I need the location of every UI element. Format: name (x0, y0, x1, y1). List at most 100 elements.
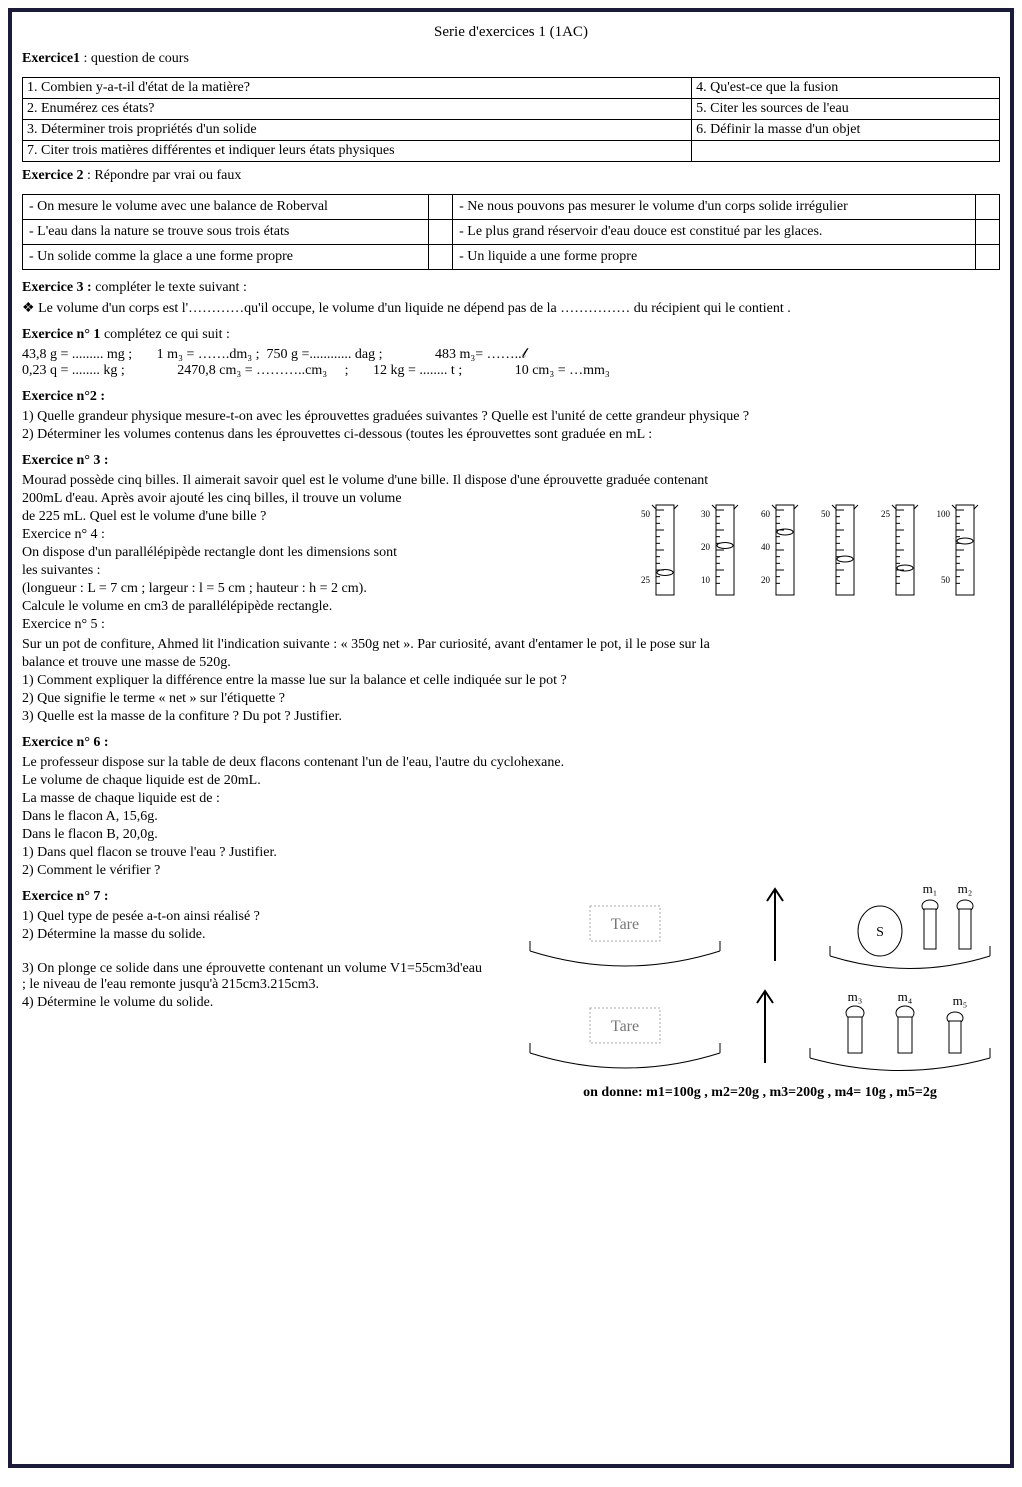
svg-text:10: 10 (701, 575, 711, 585)
balance-pan-2-svg: m₃ m₄ m₅ (800, 983, 1000, 1073)
ex2-heading: Exercice 2 : Répondre par vrai ou faux (22, 168, 1000, 184)
exn5-heading: Exercice n° 5 : (22, 617, 1000, 633)
vf-statement: - L'eau dans la nature se trouve sous tr… (23, 220, 429, 245)
svg-text:40: 40 (761, 542, 771, 552)
svg-text:25: 25 (881, 509, 891, 519)
vf-checkbox[interactable] (429, 245, 453, 270)
ex1-heading-bold: Exercice1 (22, 51, 80, 66)
ex1-cell: 7. Citer trois matières différentes et i… (23, 141, 692, 162)
conv-line-1: 43,8 g = ......... mg ; 1 m₃ = …….dm₃ ; … (22, 347, 1000, 363)
eprouvettes-figure: 50 25 30 20 10 60 40 20 50 25 100 50 (636, 495, 996, 610)
ex3-text: Le volume d'un corps est l'…………qu'il occ… (22, 300, 1000, 317)
vf-statement: - Un liquide a une forme propre (453, 245, 976, 270)
ex2-heading-rest: : Répondre par vrai ou faux (84, 168, 242, 183)
ex1-cell: 5. Citer les sources de l'eau (692, 99, 1000, 120)
exn5-p1: Sur un pot de confiture, Ahmed lit l'ind… (22, 637, 1000, 653)
ex1-cell: 3. Déterminer trois propriétés d'un soli… (23, 120, 692, 141)
ex7-figures: Tare S m₁ (520, 881, 1000, 1101)
doc-title: Serie d'exercices 1 (1AC) (22, 24, 1000, 41)
svg-text:30: 30 (701, 509, 711, 519)
balance-tare-1-svg: Tare (520, 891, 730, 971)
arrow-up-icon (755, 881, 795, 971)
exn5-q2: 2) Que signifie le terme « net » sur l'é… (22, 691, 1000, 707)
ex1-cell: 2. Enumérez ces états? (23, 99, 692, 120)
mass-label-m2: m₂ (958, 881, 973, 896)
vf-statement: - Le plus grand réservoir d'eau douce es… (453, 220, 976, 245)
exn6-b1: Dans le flacon A, 15,6g. (22, 809, 1000, 825)
ex3-body: Le volume d'un corps est l'…………qu'il occ… (38, 301, 791, 316)
ex7-row-2: Tare m₃ m₄ (520, 983, 1000, 1073)
table-row: - Un solide comme la glace a une forme p… (23, 245, 1000, 270)
ex2-table: - On mesure le volume avec une balance d… (22, 194, 1000, 270)
vf-checkbox[interactable] (429, 195, 453, 220)
exn6-heading: Exercice n° 6 : (22, 735, 1000, 751)
ex7-caption: on donne: m1=100g , m2=20g , m3=200g , m… (520, 1085, 1000, 1101)
bullet-icon (22, 301, 38, 316)
arrow-up-icon (745, 983, 785, 1073)
table-row: 1. Combien y-a-t-il d'état de la matière… (23, 78, 1000, 99)
conv-heading-bold: Exercice n° 1 (22, 327, 100, 342)
conv-line-2: 0,23 q = ........ kg ; 2470,8 cm₃ = ……….… (22, 363, 1000, 379)
table-row: 7. Citer trois matières différentes et i… (23, 141, 1000, 162)
ex1-cell: 6. Définir la masse d'un objet (692, 120, 1000, 141)
ex1-cell: 4. Qu'est-ce que la fusion (692, 78, 1000, 99)
svg-text:60: 60 (761, 509, 771, 519)
svg-text:20: 20 (701, 542, 711, 552)
exn5-p2: balance et trouve une masse de 520g. (22, 655, 1000, 671)
table-row: 3. Déterminer trois propriétés d'un soli… (23, 120, 1000, 141)
exn7-p3: 3) On plonge ce solide dans une éprouvet… (22, 961, 482, 993)
svg-text:50: 50 (641, 509, 651, 519)
ex1-heading-rest: : question de cours (80, 51, 189, 66)
vf-checkbox[interactable] (976, 220, 1000, 245)
exn6-q1: 1) Dans quel flacon se trouve l'eau ? Ju… (22, 845, 1000, 861)
exn6-q2: 2) Comment le vérifier ? (22, 863, 1000, 879)
ex7-row-1: Tare S m₁ (520, 881, 1000, 971)
exn5-q3: 3) Quelle est la masse de la confiture ?… (22, 709, 1000, 725)
exn6-p3: La masse de chaque liquide est de : (22, 791, 1000, 807)
vf-checkbox[interactable] (976, 195, 1000, 220)
svg-text:25: 25 (641, 575, 651, 585)
balance-pan-1-svg: S m₁ m₂ (820, 881, 1000, 971)
exn5-q1: 1) Comment expliquer la différence entre… (22, 673, 1000, 689)
ex1-cell: 1. Combien y-a-t-il d'état de la matière… (23, 78, 692, 99)
table-row: 2. Enumérez ces états? 5. Citer les sour… (23, 99, 1000, 120)
vf-statement: - Un solide comme la glace a une forme p… (23, 245, 429, 270)
tare-label: Tare (611, 1018, 639, 1035)
vf-checkbox[interactable] (976, 245, 1000, 270)
table-row: - L'eau dans la nature se trouve sous tr… (23, 220, 1000, 245)
mass-label-m1: m₁ (923, 881, 938, 896)
ex1-heading: Exercice1 : question de cours (22, 51, 1000, 67)
ex3-heading-bold: Exercice 3 : (22, 280, 92, 295)
svg-text:100: 100 (937, 509, 951, 519)
ex1-cell (692, 141, 1000, 162)
tare-label: Tare (611, 916, 639, 933)
ex2-heading-bold: Exercice 2 (22, 168, 84, 183)
mass-label-m3: m₃ (848, 989, 863, 1004)
eprouvettes-svg: 50 25 30 20 10 60 40 20 50 25 100 50 (636, 495, 996, 605)
mass-label-m5: m₅ (953, 993, 968, 1008)
ex3-heading: Exercice 3 : compléter le texte suivant … (22, 280, 1000, 296)
exn2-heading: Exercice n°2 : (22, 389, 1000, 405)
exn3-p1: Mourad possède cinq billes. Il aimerait … (22, 473, 1000, 489)
conv-heading-rest: complétez ce qui suit : (100, 327, 229, 342)
ex3-heading-rest: compléter le texte suivant : (92, 280, 247, 295)
mass-label-m4: m₄ (898, 989, 913, 1004)
svg-text:50: 50 (941, 575, 951, 585)
vf-statement: - Ne nous pouvons pas mesurer le volume … (453, 195, 976, 220)
exn2-q2: 2) Déterminer les volumes contenus dans … (22, 427, 1000, 443)
page: Serie d'exercices 1 (1AC) Exercice1 : qu… (8, 8, 1014, 1468)
balance-tare-2-svg: Tare (520, 993, 730, 1073)
solid-label: S (876, 925, 884, 940)
vf-checkbox[interactable] (429, 220, 453, 245)
exn6-b2: Dans le flacon B, 20,0g. (22, 827, 1000, 843)
ex1-table: 1. Combien y-a-t-il d'état de la matière… (22, 77, 1000, 162)
conv-heading: Exercice n° 1 complétez ce qui suit : (22, 327, 1000, 343)
exn2-q1: 1) Quelle grandeur physique mesure-t-on … (22, 409, 1000, 425)
svg-text:50: 50 (821, 509, 831, 519)
exn6-p2: Le volume de chaque liquide est de 20mL. (22, 773, 1000, 789)
svg-text:20: 20 (761, 575, 771, 585)
vf-statement: - On mesure le volume avec une balance d… (23, 195, 429, 220)
exn6-p1: Le professeur dispose sur la table de de… (22, 755, 1000, 771)
table-row: - On mesure le volume avec une balance d… (23, 195, 1000, 220)
exn3-heading: Exercice n° 3 : (22, 453, 1000, 469)
